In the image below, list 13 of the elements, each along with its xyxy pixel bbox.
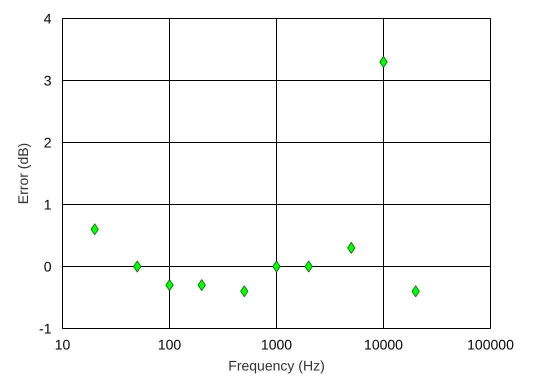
x-tick-label: 1000: [260, 336, 292, 352]
y-tick-label: 3: [44, 72, 52, 88]
y-tick-label: 4: [44, 10, 52, 26]
y-tick-label: -1: [39, 320, 52, 336]
y-tick-label: 2: [44, 134, 52, 150]
y-tick-label: 1: [44, 196, 52, 212]
x-axis-title: Frequency (Hz): [228, 358, 325, 374]
x-tick-label: 10000: [364, 336, 404, 352]
y-axis-title: Error (dB): [15, 142, 32, 204]
x-tick-label: 100: [158, 336, 182, 352]
y-tick-label: 0: [44, 258, 52, 274]
x-tick-label: 10: [54, 336, 70, 352]
x-tick-label: 100000: [467, 336, 514, 352]
